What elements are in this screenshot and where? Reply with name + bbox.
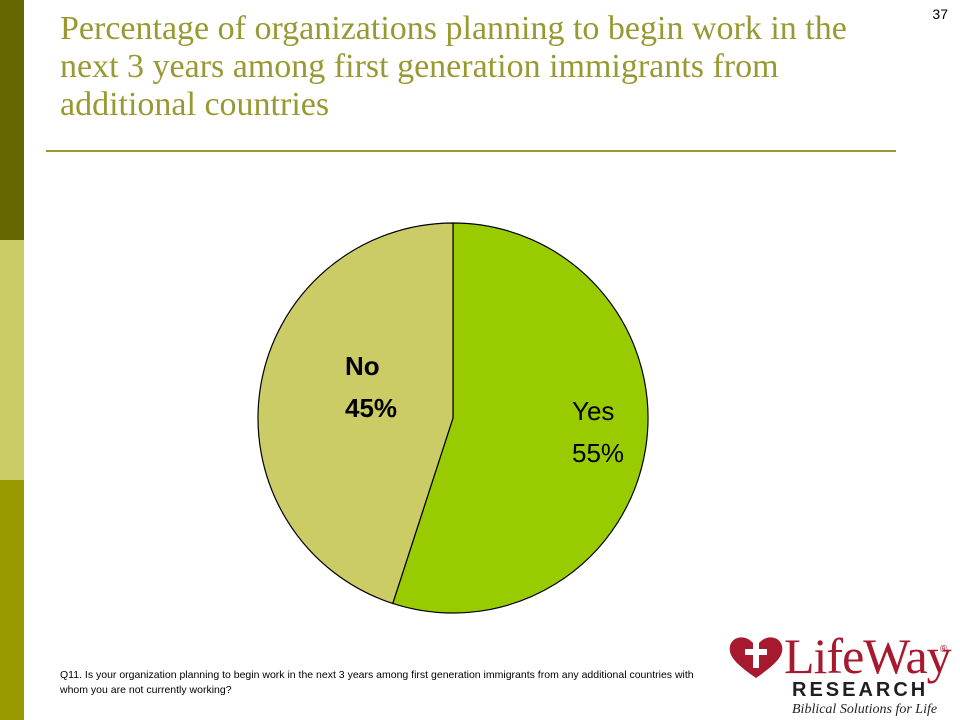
logo-subtitle: RESEARCH: [792, 679, 929, 701]
chart-title: Percentage of organizations planning to …: [60, 10, 847, 123]
side-bar-middle: [0, 240, 24, 480]
title-rule: [46, 150, 896, 152]
side-bar-bottom: [0, 480, 24, 720]
slice-value-yes: 55%: [572, 438, 624, 468]
slice-value-no: 45%: [345, 393, 397, 423]
pie-slice-yes: [391, 222, 649, 614]
logo-tagline: Biblical Solutions for Life: [792, 702, 938, 717]
page-number: 37: [932, 6, 948, 22]
cross-heart-icon: [729, 637, 783, 678]
lifeway-research-logo: LifeWay ® RESEARCH Biblical Solutions fo…: [728, 628, 954, 717]
slice-label-no: No: [345, 351, 380, 381]
side-bar-top: [0, 0, 24, 240]
slice-label-yes: Yes: [572, 396, 614, 426]
pie-slice-no: [257, 222, 454, 605]
logo-registered-mark: ®: [940, 644, 948, 655]
question-footnote: Q11. Is your organization planning to be…: [60, 669, 694, 696]
logo-wordmark: LifeWay: [784, 628, 952, 684]
